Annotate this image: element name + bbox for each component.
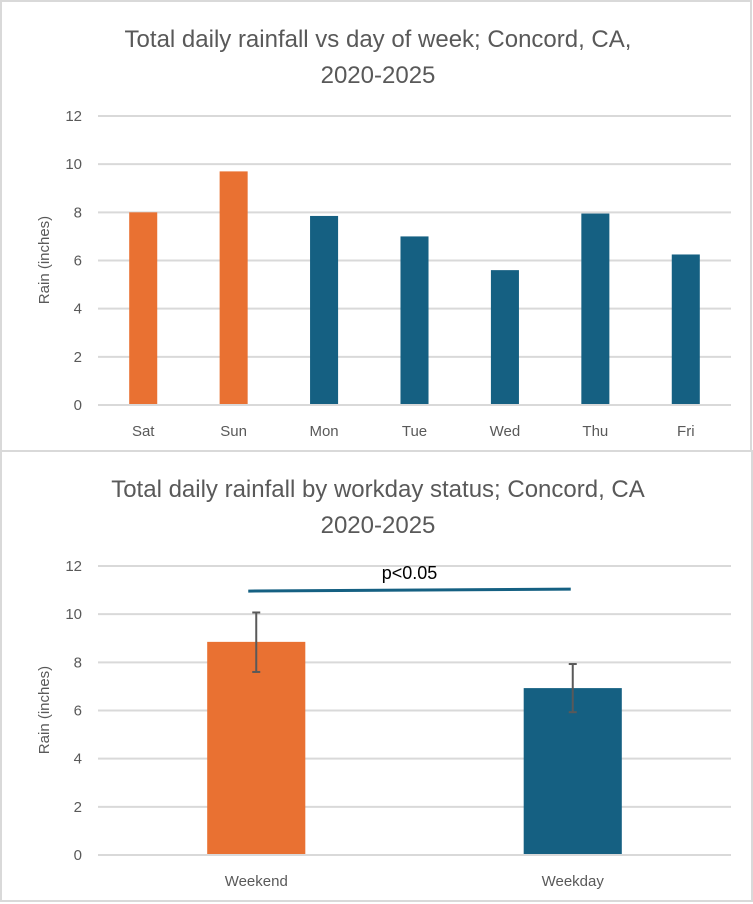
y-tick-label: 0 <box>74 397 82 414</box>
y-axis-label: Rain (inches) <box>36 666 53 754</box>
bar-thu <box>581 213 610 404</box>
day-of-week-chart: Total daily rainfall vs day of week; Con… <box>0 0 752 452</box>
bar-wed <box>490 270 519 404</box>
workday-status-chart: Total daily rainfall by workday status; … <box>0 450 753 902</box>
x-tick-label: Weekend <box>225 873 288 890</box>
significance-label: p<0.05 <box>382 563 438 583</box>
chart-title-line-2: 2020-2025 <box>321 62 436 89</box>
bar-weekend <box>207 641 306 854</box>
y-tick-label: 12 <box>65 558 82 575</box>
x-tick-label: Wed <box>490 423 521 440</box>
x-tick-label: Weekday <box>542 873 605 890</box>
y-tick-label: 2 <box>74 349 82 366</box>
y-tick-label: 0 <box>74 847 82 864</box>
y-tick-label: 4 <box>74 301 82 318</box>
day-of-week-chart-svg: Total daily rainfall vs day of week; Con… <box>36 26 731 440</box>
y-tick-label: 8 <box>74 204 82 221</box>
bar-weekday <box>523 688 622 854</box>
x-tick-label: Thu <box>582 423 608 440</box>
chart-title-line-1: Total daily rainfall by workday status; … <box>111 476 645 503</box>
x-tick-label: Fri <box>677 423 695 440</box>
bar-sat <box>129 212 158 404</box>
bar-sun <box>219 171 248 404</box>
y-tick-label: 12 <box>65 108 82 125</box>
y-tick-label: 10 <box>65 606 82 623</box>
y-axis-label: Rain (inches) <box>36 216 53 304</box>
y-tick-label: 10 <box>65 156 82 173</box>
bar-fri <box>671 254 700 404</box>
y-tick-label: 2 <box>74 799 82 816</box>
y-tick-label: 8 <box>74 654 82 671</box>
y-tick-label: 4 <box>74 751 82 768</box>
y-tick-label: 6 <box>74 253 82 270</box>
plot-area: 0 2 4 6 8 10 12 Weekend Weekday p<0.05 <box>65 558 731 890</box>
chart-title-line-2: 2020-2025 <box>321 512 436 539</box>
x-tick-label: Sat <box>132 423 155 440</box>
bar-tue <box>400 236 429 404</box>
y-tick-label: 6 <box>74 703 82 720</box>
plot-area: 0 2 4 6 8 10 12 Sat Sun Mon Tue Wed Thu Fri <box>65 108 731 440</box>
chart-title-line-1: Total daily rainfall vs day of week; Con… <box>125 26 632 53</box>
x-tick-label: Mon <box>309 423 338 440</box>
x-tick-label: Sun <box>220 423 247 440</box>
workday-status-chart-svg: Total daily rainfall by workday status; … <box>36 476 731 890</box>
bar-mon <box>310 215 339 404</box>
x-tick-label: Tue <box>402 423 427 440</box>
significance-line <box>248 587 571 593</box>
